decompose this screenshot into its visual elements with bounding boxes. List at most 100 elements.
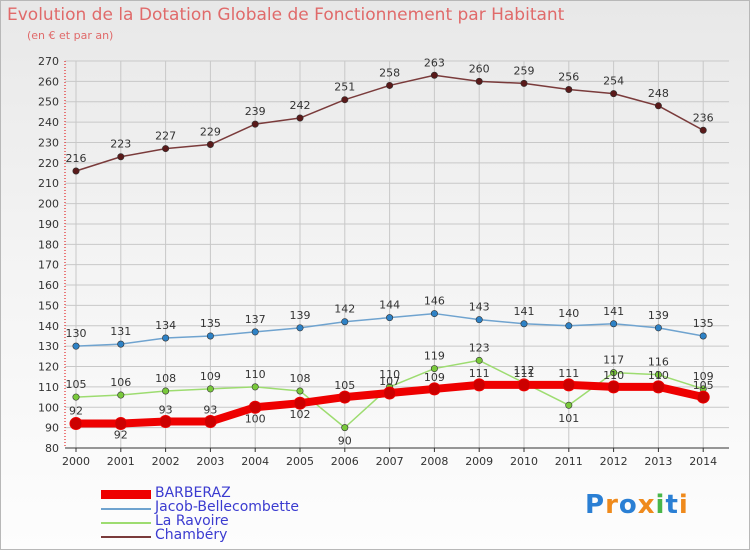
data-point-chamb-ry: [654, 102, 662, 110]
data-label-barberaz: 110: [603, 369, 624, 382]
data-label-barberaz: 111: [514, 367, 535, 380]
data-label-la-ravoire: 110: [379, 368, 400, 381]
data-point-chamb-ry: [699, 126, 707, 134]
data-label-la-ravoire: 117: [603, 354, 624, 367]
data-point-chamb-ry: [117, 153, 125, 161]
logo-letter: r: [605, 490, 619, 520]
y-tick-label: 240: [38, 116, 59, 129]
data-point-chamb-ry: [341, 96, 349, 104]
legend-swatch: [101, 536, 151, 538]
data-point-chamb-ry: [475, 77, 483, 85]
data-point-la-ravoire: [341, 424, 349, 432]
data-point-barberaz: [651, 380, 665, 394]
data-point-barberaz: [203, 415, 217, 429]
data-point-barberaz: [248, 400, 262, 414]
data-point-la-ravoire: [117, 391, 125, 399]
y-tick-label: 140: [38, 320, 59, 333]
data-label-jacob-bellecombette: 140: [558, 307, 579, 320]
data-point-jacob-bellecombette: [206, 332, 214, 340]
data-label-barberaz: 105: [334, 379, 355, 392]
x-tick-label: 2004: [241, 455, 269, 468]
data-point-chamb-ry: [565, 86, 573, 94]
data-label-barberaz: 111: [558, 367, 579, 380]
data-point-chamb-ry: [162, 145, 170, 153]
data-label-barberaz: 93: [203, 404, 217, 417]
data-label-barberaz: 111: [469, 367, 490, 380]
y-tick-label: 160: [38, 279, 59, 292]
data-label-chamb-ry: 242: [290, 99, 311, 112]
data-point-la-ravoire: [206, 385, 214, 393]
data-point-barberaz: [696, 390, 710, 404]
data-label-chamb-ry: 256: [558, 71, 579, 84]
data-point-barberaz: [427, 382, 441, 396]
data-label-la-ravoire: 119: [424, 350, 445, 363]
data-point-barberaz: [338, 390, 352, 404]
data-point-jacob-bellecombette: [565, 322, 573, 330]
data-label-barberaz: 107: [379, 375, 400, 388]
data-label-jacob-bellecombette: 131: [110, 325, 131, 338]
data-label-chamb-ry: 258: [379, 66, 400, 79]
data-label-la-ravoire: 116: [648, 356, 669, 369]
y-tick-label: 150: [38, 299, 59, 312]
data-label-la-ravoire: 90: [338, 435, 352, 448]
data-point-la-ravoire: [610, 369, 618, 377]
x-tick-label: 2013: [644, 455, 672, 468]
y-tick-label: 210: [38, 177, 59, 190]
data-point-chamb-ry: [386, 81, 394, 89]
data-point-la-ravoire: [296, 387, 304, 395]
logo-letter: i: [655, 490, 666, 520]
y-tick-label: 190: [38, 218, 59, 231]
series-lines: [69, 71, 710, 432]
data-label-barberaz: 100: [245, 412, 266, 425]
data-point-chamb-ry: [430, 71, 438, 79]
data-point-chamb-ry: [206, 141, 214, 149]
data-label-chamb-ry: 216: [66, 152, 87, 165]
data-point-la-ravoire: [430, 365, 438, 373]
data-label-la-ravoire: 106: [110, 376, 131, 389]
x-tick-label: 2003: [196, 455, 224, 468]
data-label-chamb-ry: 223: [110, 138, 131, 151]
x-tick-label: 2012: [600, 455, 628, 468]
data-label-la-ravoire: 112: [514, 364, 535, 377]
data-point-jacob-bellecombette: [699, 332, 707, 340]
data-label-la-ravoire: 105: [66, 378, 87, 391]
data-label-la-ravoire: 101: [558, 412, 579, 425]
data-point-jacob-bellecombette: [475, 316, 483, 324]
data-label-la-ravoire: 109: [693, 370, 714, 383]
data-point-chamb-ry: [520, 79, 528, 87]
x-tick-label: 2002: [152, 455, 180, 468]
data-point-barberaz: [114, 417, 128, 431]
data-point-la-ravoire: [251, 383, 259, 391]
x-tick-label: 2006: [331, 455, 359, 468]
data-point-jacob-bellecombette: [430, 310, 438, 318]
data-label-barberaz: 102: [290, 408, 311, 421]
y-tick-label: 90: [45, 422, 59, 435]
data-point-barberaz: [607, 380, 621, 394]
y-tick-label: 80: [45, 442, 59, 455]
data-label-jacob-bellecombette: 143: [469, 301, 490, 314]
y-tick-label: 270: [38, 55, 59, 68]
legend-label: Chambéry: [155, 527, 228, 543]
data-point-la-ravoire: [654, 371, 662, 379]
legend-swatch: [101, 508, 151, 510]
proxiti-logo: Proxiti: [585, 490, 689, 520]
data-label-chamb-ry: 260: [469, 62, 490, 75]
data-label-jacob-bellecombette: 144: [379, 299, 400, 312]
data-label-jacob-bellecombette: 142: [334, 303, 355, 316]
x-tick-label: 2009: [465, 455, 493, 468]
logo-letter: o: [618, 490, 638, 520]
data-point-jacob-bellecombette: [296, 324, 304, 332]
data-label-chamb-ry: 254: [603, 75, 624, 88]
chart-title: Evolution de la Dotation Globale de Fonc…: [7, 5, 565, 25]
x-tick-label: 2000: [62, 455, 90, 468]
data-label-chamb-ry: 227: [155, 130, 176, 143]
data-label-chamb-ry: 239: [245, 105, 266, 118]
logo-letter: P: [585, 490, 606, 520]
data-label-barberaz: 93: [159, 404, 173, 417]
y-tick-label: 170: [38, 259, 59, 272]
data-point-jacob-bellecombette: [162, 334, 170, 342]
data-point-barberaz: [517, 378, 531, 392]
legend-label: Jacob-Bellecombette: [155, 499, 300, 515]
